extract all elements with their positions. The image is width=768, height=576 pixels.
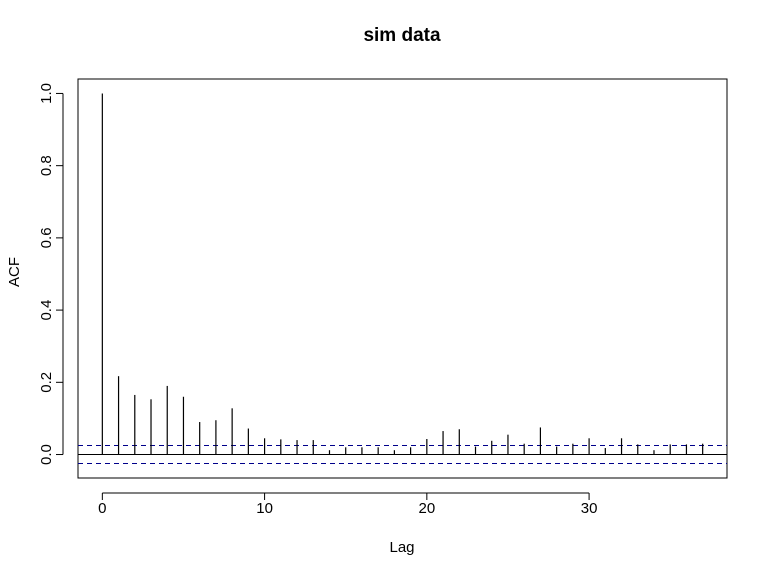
x-tick-label: 30 <box>581 500 598 517</box>
y-tick-label: 0.2 <box>38 372 55 393</box>
plot-frame <box>77 78 728 479</box>
chart-marks: 0 10 20 30 0.0 0.2 0.4 0.6 0.8 1.0 <box>38 83 727 517</box>
chart-title: sim data <box>363 25 441 46</box>
y-tick-label: 0.6 <box>38 227 55 248</box>
y-axis-label: ACF <box>6 257 23 287</box>
x-tick-label: 20 <box>418 500 435 517</box>
x-axis-label: Lag <box>389 539 414 556</box>
y-tick-label: 1.0 <box>38 83 55 104</box>
y-tick-label: 0.0 <box>38 444 55 465</box>
y-tick-label: 0.8 <box>38 155 55 176</box>
y-tick-label: 0.4 <box>38 300 55 321</box>
x-tick-label: 10 <box>256 500 273 517</box>
x-tick-label: 0 <box>98 500 106 517</box>
